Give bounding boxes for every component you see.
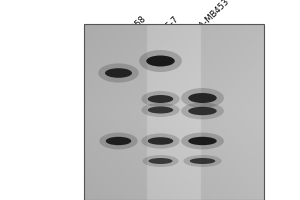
Ellipse shape xyxy=(181,103,224,119)
Ellipse shape xyxy=(139,50,182,72)
Ellipse shape xyxy=(188,107,217,115)
Ellipse shape xyxy=(183,155,222,167)
Ellipse shape xyxy=(148,158,172,164)
Text: MDA-MB453: MDA-MB453 xyxy=(188,0,231,39)
Ellipse shape xyxy=(141,91,180,107)
Ellipse shape xyxy=(181,88,224,108)
Ellipse shape xyxy=(141,133,180,149)
Ellipse shape xyxy=(142,155,178,167)
Text: A2058: A2058 xyxy=(123,14,148,39)
Ellipse shape xyxy=(148,95,173,103)
Text: MCF-7: MCF-7 xyxy=(155,14,181,39)
Ellipse shape xyxy=(148,106,173,114)
Ellipse shape xyxy=(99,133,138,149)
Ellipse shape xyxy=(181,133,224,149)
Ellipse shape xyxy=(106,137,131,145)
Ellipse shape xyxy=(146,56,175,67)
Ellipse shape xyxy=(190,158,215,164)
Text: 28: 28 xyxy=(85,96,98,106)
Text: 17: 17 xyxy=(85,127,98,137)
Ellipse shape xyxy=(148,137,173,145)
Ellipse shape xyxy=(188,93,217,103)
Ellipse shape xyxy=(141,103,180,117)
Polygon shape xyxy=(246,126,258,140)
Ellipse shape xyxy=(188,137,217,145)
Ellipse shape xyxy=(98,63,139,83)
Ellipse shape xyxy=(105,68,132,78)
Text: 36: 36 xyxy=(85,78,98,88)
